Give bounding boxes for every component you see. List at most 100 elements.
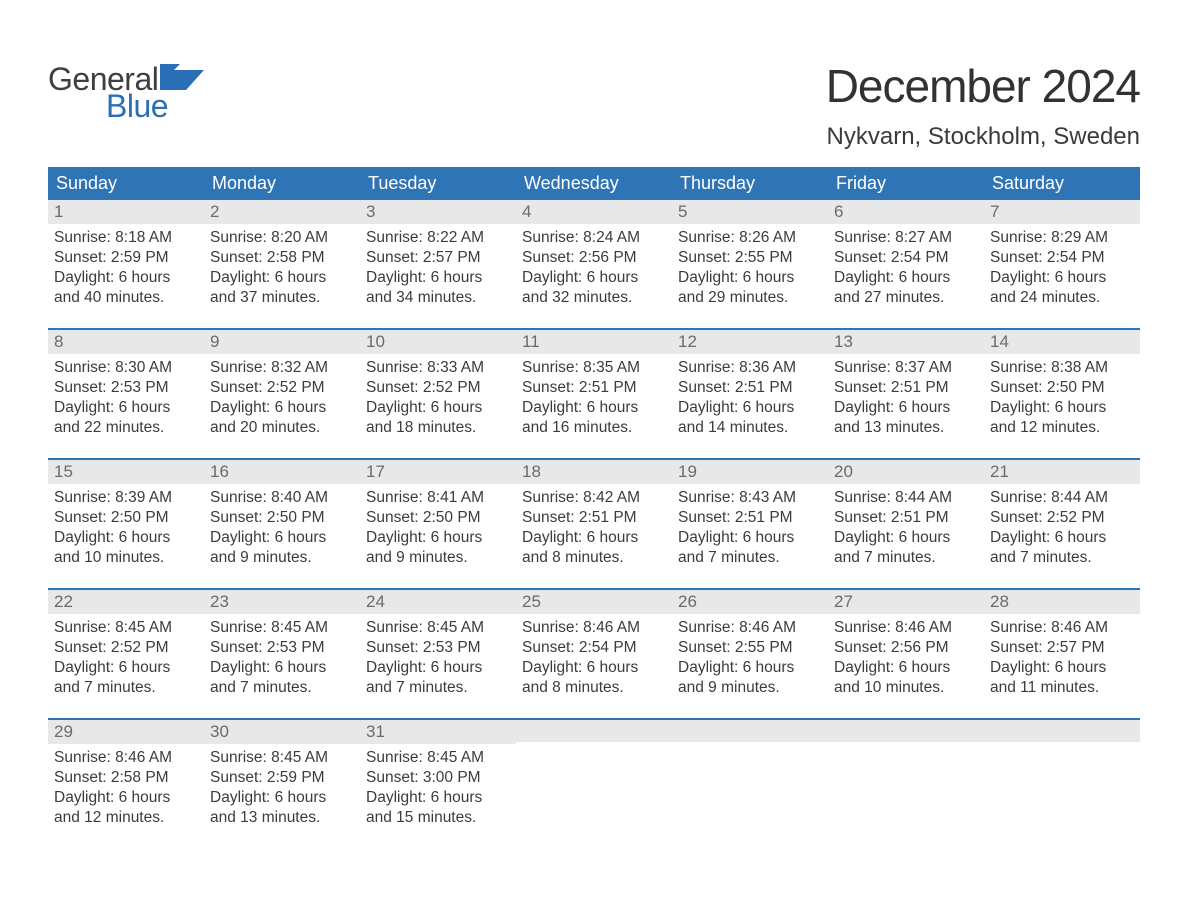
calendar-day: 17Sunrise: 8:41 AMSunset: 2:50 PMDayligh… xyxy=(360,460,516,588)
day-line: Sunrise: 8:46 AM xyxy=(54,748,198,768)
day-line: Daylight: 6 hours xyxy=(366,398,510,418)
calendar-day xyxy=(984,720,1140,848)
day-number-row xyxy=(828,720,984,742)
day-body: Sunrise: 8:39 AMSunset: 2:50 PMDaylight:… xyxy=(48,484,204,575)
calendar-week: 22Sunrise: 8:45 AMSunset: 2:52 PMDayligh… xyxy=(48,588,1140,718)
calendar-week: 1Sunrise: 8:18 AMSunset: 2:59 PMDaylight… xyxy=(48,200,1140,328)
day-line: Sunrise: 8:32 AM xyxy=(210,358,354,378)
calendar-day: 23Sunrise: 8:45 AMSunset: 2:53 PMDayligh… xyxy=(204,590,360,718)
day-number: 12 xyxy=(678,332,697,351)
day-line: and 10 minutes. xyxy=(54,548,198,568)
day-line: Sunrise: 8:43 AM xyxy=(678,488,822,508)
day-line: Sunset: 3:00 PM xyxy=(366,768,510,788)
day-line: and 34 minutes. xyxy=(366,288,510,308)
day-line: Sunrise: 8:33 AM xyxy=(366,358,510,378)
day-body: Sunrise: 8:36 AMSunset: 2:51 PMDaylight:… xyxy=(672,354,828,445)
day-line: and 7 minutes. xyxy=(834,548,978,568)
day-line: Daylight: 6 hours xyxy=(366,788,510,808)
day-body: Sunrise: 8:45 AMSunset: 2:53 PMDaylight:… xyxy=(360,614,516,705)
calendar-day: 19Sunrise: 8:43 AMSunset: 2:51 PMDayligh… xyxy=(672,460,828,588)
day-body: Sunrise: 8:46 AMSunset: 2:55 PMDaylight:… xyxy=(672,614,828,705)
day-body: Sunrise: 8:45 AMSunset: 2:53 PMDaylight:… xyxy=(204,614,360,705)
weekday-header: Thursday xyxy=(672,167,828,200)
day-number-row: 24 xyxy=(360,590,516,614)
day-line: Daylight: 6 hours xyxy=(834,398,978,418)
day-number: 5 xyxy=(678,202,687,221)
day-number-row: 3 xyxy=(360,200,516,224)
day-number-row: 10 xyxy=(360,330,516,354)
day-body: Sunrise: 8:44 AMSunset: 2:51 PMDaylight:… xyxy=(828,484,984,575)
day-line: Sunset: 2:51 PM xyxy=(834,378,978,398)
calendar-day: 12 Sunrise: 8:36 AMSunset: 2:51 PMDayligh… xyxy=(672,330,828,458)
calendar-day: 28Sunrise: 8:46 AMSunset: 2:57 PMDayligh… xyxy=(984,590,1140,718)
day-line: and 8 minutes. xyxy=(522,548,666,568)
day-number: 7 xyxy=(990,202,999,221)
day-line: Daylight: 6 hours xyxy=(54,788,198,808)
day-number-row: 7 xyxy=(984,200,1140,224)
day-number: 20 xyxy=(834,462,853,481)
day-body: Sunrise: 8:46 AMSunset: 2:56 PMDaylight:… xyxy=(828,614,984,705)
day-number-row: 29 xyxy=(48,720,204,744)
day-line: Sunset: 2:57 PM xyxy=(366,248,510,268)
day-line: Sunrise: 8:39 AM xyxy=(54,488,198,508)
day-line: Sunset: 2:58 PM xyxy=(210,248,354,268)
day-number-row: 19 xyxy=(672,460,828,484)
day-number-row: 4 xyxy=(516,200,672,224)
calendar-day: 30Sunrise: 8:45 AMSunset: 2:59 PMDayligh… xyxy=(204,720,360,848)
day-body: Sunrise: 8:20 AMSunset: 2:58 PMDaylight:… xyxy=(204,224,360,315)
calendar-day: 5Sunrise: 8:26 AMSunset: 2:55 PMDaylight… xyxy=(672,200,828,328)
calendar-day xyxy=(516,720,672,848)
day-number-row: 22 xyxy=(48,590,204,614)
day-line: Sunset: 2:53 PM xyxy=(54,378,198,398)
day-line: and 9 minutes. xyxy=(366,548,510,568)
calendar-day: 2Sunrise: 8:20 AMSunset: 2:58 PMDaylight… xyxy=(204,200,360,328)
weekday-header: Wednesday xyxy=(516,167,672,200)
day-line: Daylight: 6 hours xyxy=(54,528,198,548)
day-body: Sunrise: 8:33 AMSunset: 2:52 PMDaylight:… xyxy=(360,354,516,445)
day-line: Sunrise: 8:45 AM xyxy=(210,748,354,768)
day-number: 17 xyxy=(366,462,385,481)
day-line: Sunrise: 8:36 AM xyxy=(678,358,822,378)
day-body xyxy=(828,742,984,752)
day-line: and 11 minutes. xyxy=(990,678,1134,698)
day-number: 27 xyxy=(834,592,853,611)
day-line: Sunrise: 8:42 AM xyxy=(522,488,666,508)
day-line: Daylight: 6 hours xyxy=(54,658,198,678)
day-line: Daylight: 6 hours xyxy=(678,398,822,418)
weekday-header-row: Sunday Monday Tuesday Wednesday Thursday… xyxy=(48,167,1140,200)
day-body: Sunrise: 8:22 AMSunset: 2:57 PMDaylight:… xyxy=(360,224,516,315)
calendar-day: 15Sunrise: 8:39 AMSunset: 2:50 PMDayligh… xyxy=(48,460,204,588)
calendar-day: 13Sunrise: 8:37 AMSunset: 2:51 PMDayligh… xyxy=(828,330,984,458)
day-line: Sunset: 2:50 PM xyxy=(54,508,198,528)
day-line: Daylight: 6 hours xyxy=(678,658,822,678)
day-line: and 7 minutes. xyxy=(678,548,822,568)
day-line: and 12 minutes. xyxy=(990,418,1134,438)
day-line: and 16 minutes. xyxy=(522,418,666,438)
day-line: Daylight: 6 hours xyxy=(522,658,666,678)
day-line: Sunrise: 8:45 AM xyxy=(366,748,510,768)
day-number: 18 xyxy=(522,462,541,481)
day-line: and 15 minutes. xyxy=(366,808,510,828)
day-body: Sunrise: 8:46 AMSunset: 2:54 PMDaylight:… xyxy=(516,614,672,705)
day-body: Sunrise: 8:45 AMSunset: 2:52 PMDaylight:… xyxy=(48,614,204,705)
header: General Blue December 2024 Nykvarn, Stoc… xyxy=(48,25,1140,151)
day-line: Sunrise: 8:46 AM xyxy=(990,618,1134,638)
day-line: and 8 minutes. xyxy=(522,678,666,698)
day-line: Sunset: 2:54 PM xyxy=(834,248,978,268)
calendar-day: 9Sunrise: 8:32 AMSunset: 2:52 PMDaylight… xyxy=(204,330,360,458)
calendar-day xyxy=(828,720,984,848)
day-body xyxy=(672,742,828,752)
day-line: Daylight: 6 hours xyxy=(522,268,666,288)
day-body: Sunrise: 8:35 AMSunset: 2:51 PMDaylight:… xyxy=(516,354,672,445)
day-number: 25 xyxy=(522,592,541,611)
calendar-day: 16Sunrise: 8:40 AMSunset: 2:50 PMDayligh… xyxy=(204,460,360,588)
day-body: Sunrise: 8:42 AMSunset: 2:51 PMDaylight:… xyxy=(516,484,672,575)
day-number-row: 14 xyxy=(984,330,1140,354)
day-line: Sunset: 2:58 PM xyxy=(54,768,198,788)
day-line: Sunrise: 8:22 AM xyxy=(366,228,510,248)
calendar-day: 26Sunrise: 8:46 AMSunset: 2:55 PMDayligh… xyxy=(672,590,828,718)
day-line: Sunrise: 8:46 AM xyxy=(834,618,978,638)
day-line: Sunset: 2:56 PM xyxy=(522,248,666,268)
day-line: Daylight: 6 hours xyxy=(834,268,978,288)
day-number-row: 31 xyxy=(360,720,516,744)
